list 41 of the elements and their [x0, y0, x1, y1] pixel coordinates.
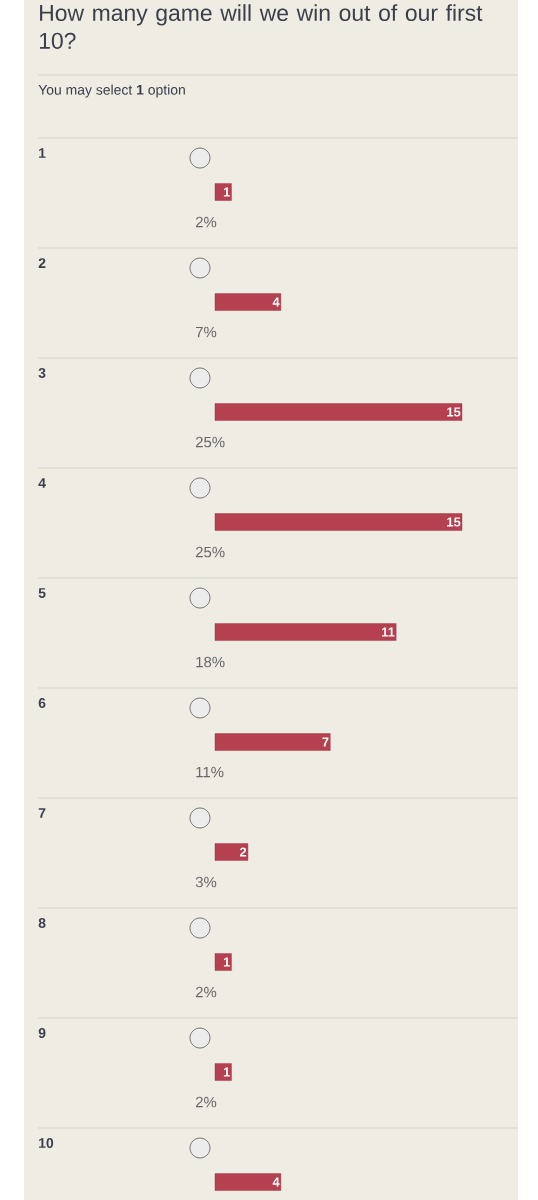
- y-tick-label: 3: [38, 368, 46, 378]
- annotation: 2%: [195, 216, 217, 228]
- bar: [214, 1173, 282, 1191]
- y-tick-label: 5: [38, 588, 46, 598]
- chart-subtitle: You may select 1 option: [38, 84, 185, 98]
- y-tick-label: 9: [38, 1028, 46, 1038]
- y-tick-label: 7: [38, 808, 46, 818]
- chart-title: How many game will we win out of our first 10?: [39, 4, 483, 49]
- y-tick-label: 1: [39, 148, 46, 158]
- bar: [214, 183, 232, 201]
- data-label: 15: [447, 517, 461, 527]
- y-tick-label: 2: [38, 258, 46, 268]
- annotation: 2%: [195, 986, 217, 998]
- bar: [214, 623, 397, 641]
- bar: [214, 403, 463, 421]
- y-tick-label: 8: [38, 918, 46, 928]
- annotation: 11%: [196, 766, 224, 778]
- bar: [214, 953, 232, 971]
- annotation: 2%: [195, 1096, 217, 1108]
- annotation: 18%: [196, 656, 225, 668]
- data-label: 1: [223, 187, 230, 197]
- y-tick-label: 4: [38, 478, 46, 488]
- data-label: 11: [382, 627, 395, 637]
- data-label: 4: [272, 1177, 280, 1187]
- bar: [214, 1063, 232, 1081]
- annotation: 3%: [195, 876, 217, 888]
- annotation: 25%: [195, 436, 225, 448]
- data-label: 15: [447, 407, 461, 417]
- annotation: 25%: [195, 546, 225, 558]
- bar: [214, 513, 463, 531]
- data-label: 2: [239, 847, 247, 857]
- bar: [214, 733, 331, 751]
- data-label: 7: [322, 737, 329, 747]
- bar: [214, 293, 282, 311]
- y-tick-label: 6: [38, 698, 46, 708]
- y-tick-label: 10: [39, 1138, 54, 1148]
- data-label: 1: [223, 1067, 230, 1077]
- bar: [214, 843, 249, 861]
- annotation: 7%: [195, 326, 217, 338]
- data-label: 1: [223, 957, 230, 967]
- data-label: 4: [272, 297, 280, 307]
